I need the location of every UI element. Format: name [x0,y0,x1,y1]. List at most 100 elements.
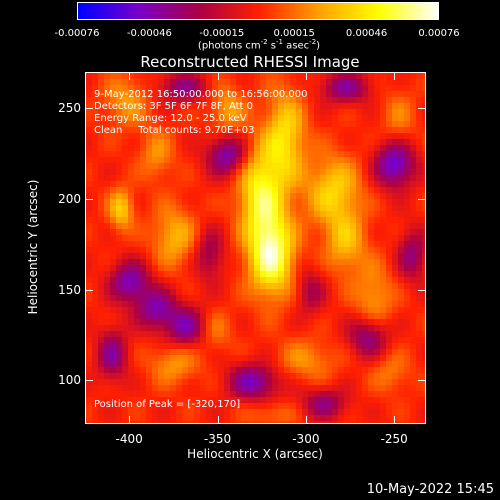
heatmap-cell [272,229,279,236]
heatmap-cell [212,259,219,266]
heatmap-cell [170,271,177,278]
heatmap-cell [296,223,303,230]
heatmap-cell [374,307,381,314]
heatmap-cell [410,379,417,386]
heatmap-cell [212,163,219,170]
heatmap-cell [344,301,351,308]
heatmap-cell [152,397,159,404]
heatmap-cell [122,145,129,152]
heatmap-cell [188,289,195,296]
heatmap-cell [308,97,315,104]
heatmap-cell [344,103,351,110]
heatmap-cell [266,265,273,272]
heatmap-cell [182,181,189,188]
heatmap-cell [416,157,423,164]
heatmap-cell [260,319,267,326]
heatmap-cell [338,97,345,104]
heatmap-cell [98,253,105,260]
heatmap-cell [290,223,297,230]
heatmap-cell [104,367,111,374]
colorbar-segment [231,3,236,19]
heatmap-cell [356,199,363,206]
heatmap-cell [422,355,425,362]
heatmap-cell [164,301,171,308]
heatmap-cell [206,133,213,140]
heatmap-cell [146,223,153,230]
heatmap-cell [368,169,375,176]
heatmap-cell [272,337,279,344]
colorbar-segment [406,3,411,19]
heatmap-cell [140,181,147,188]
heatmap-cell [86,271,93,278]
heatmap-cell [176,211,183,218]
heatmap-cell [398,103,405,110]
heatmap-cell [182,391,189,398]
colorbar-segment [186,3,191,19]
heatmap-cell [332,199,339,206]
heatmap-cell [302,235,309,242]
heatmap-cell [308,73,315,80]
heatmap-cell [182,151,189,158]
heatmap-cell [236,367,243,374]
heatmap-cell [104,241,111,248]
heatmap-cell [188,277,195,284]
heatmap-cell [338,265,345,272]
heatmap-cell [362,379,369,386]
heatmap-cell [152,337,159,344]
heatmap-cell [368,355,375,362]
heatmap-cell [140,79,147,86]
heatmap-cell [140,217,147,224]
heatmap-cell [134,325,141,332]
heatmap-cell [248,181,255,188]
heatmap-cell [140,175,147,182]
heatmap-cell [176,397,183,404]
heatmap-cell [86,319,93,326]
heatmap-cell [368,103,375,110]
heatmap-cell [374,97,381,104]
heatmap-cell [152,343,159,350]
heatmap-cell [170,103,177,110]
heatmap-cell [278,199,285,206]
heatmap-cell [152,307,159,314]
heatmap-cell [206,367,213,374]
heatmap-cell [344,199,351,206]
heatmap-cell [386,79,393,86]
heatmap-cell [302,343,309,350]
heatmap-cell [266,199,273,206]
heatmap-cell [284,109,291,116]
heatmap-cell [86,403,93,410]
heatmap-cell [296,241,303,248]
heatmap-cell [116,367,123,374]
heatmap-cell [164,307,171,314]
heatmap-cell [398,253,405,260]
heatmap-cell [206,343,213,350]
heatmap-cell [152,247,159,254]
heatmap-cell [236,157,243,164]
heatmap-cell [224,265,231,272]
heatmap-cell [116,139,123,146]
heatmap-cell [290,97,297,104]
heatmap-cell [254,403,261,410]
heatmap-cell [200,253,207,260]
heatmap-cell [92,403,99,410]
heatmap-cell [416,97,423,104]
heatmap-cell [296,247,303,254]
heatmap-cell [380,217,387,224]
heatmap-cell [200,349,207,356]
heatmap-cell [158,265,165,272]
heatmap-cell [332,259,339,266]
heatmap-cell [260,121,267,128]
heatmap-cell [332,277,339,284]
heatmap-cell [302,319,309,326]
heatmap-cell [188,169,195,176]
heatmap-cell [122,403,129,410]
heatmap-cell [134,91,141,98]
heatmap-cell [176,349,183,356]
heatmap-cell [248,319,255,326]
heatmap-cell [140,283,147,290]
heatmap-cell [416,223,423,230]
heatmap-cell [152,109,159,116]
heatmap-cell [200,313,207,320]
colorbar-segment [108,3,112,19]
colorbar-segment [216,3,221,19]
